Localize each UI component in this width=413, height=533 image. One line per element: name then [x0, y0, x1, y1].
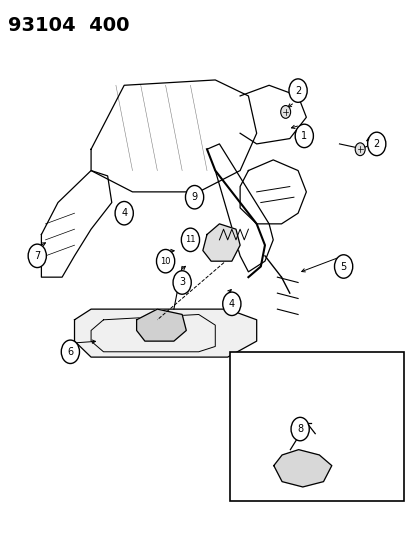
Polygon shape	[202, 224, 240, 261]
Circle shape	[280, 106, 290, 118]
Text: 4: 4	[121, 208, 127, 218]
Circle shape	[290, 417, 309, 441]
Circle shape	[334, 255, 352, 278]
Circle shape	[61, 340, 79, 364]
Circle shape	[288, 79, 306, 102]
Polygon shape	[74, 309, 256, 357]
Text: 3: 3	[179, 278, 185, 287]
Circle shape	[294, 124, 313, 148]
Circle shape	[222, 292, 240, 316]
Circle shape	[185, 185, 203, 209]
Text: 2: 2	[294, 86, 301, 95]
Circle shape	[367, 132, 385, 156]
Polygon shape	[136, 309, 186, 341]
Circle shape	[115, 201, 133, 225]
Bar	[229, 352, 403, 501]
Text: 10: 10	[160, 257, 171, 265]
Circle shape	[354, 143, 364, 156]
Text: 1: 1	[301, 131, 306, 141]
Text: 5: 5	[339, 262, 346, 271]
Circle shape	[28, 244, 46, 268]
Polygon shape	[273, 450, 331, 487]
Text: 9: 9	[191, 192, 197, 202]
Text: 4: 4	[228, 299, 234, 309]
Circle shape	[181, 228, 199, 252]
Text: 6: 6	[67, 347, 73, 357]
Text: 11: 11	[185, 236, 195, 244]
Text: 2: 2	[373, 139, 379, 149]
Text: 7: 7	[34, 251, 40, 261]
Text: 8: 8	[297, 424, 302, 434]
Circle shape	[156, 249, 174, 273]
Circle shape	[173, 271, 191, 294]
Text: 93104  400: 93104 400	[8, 16, 129, 35]
